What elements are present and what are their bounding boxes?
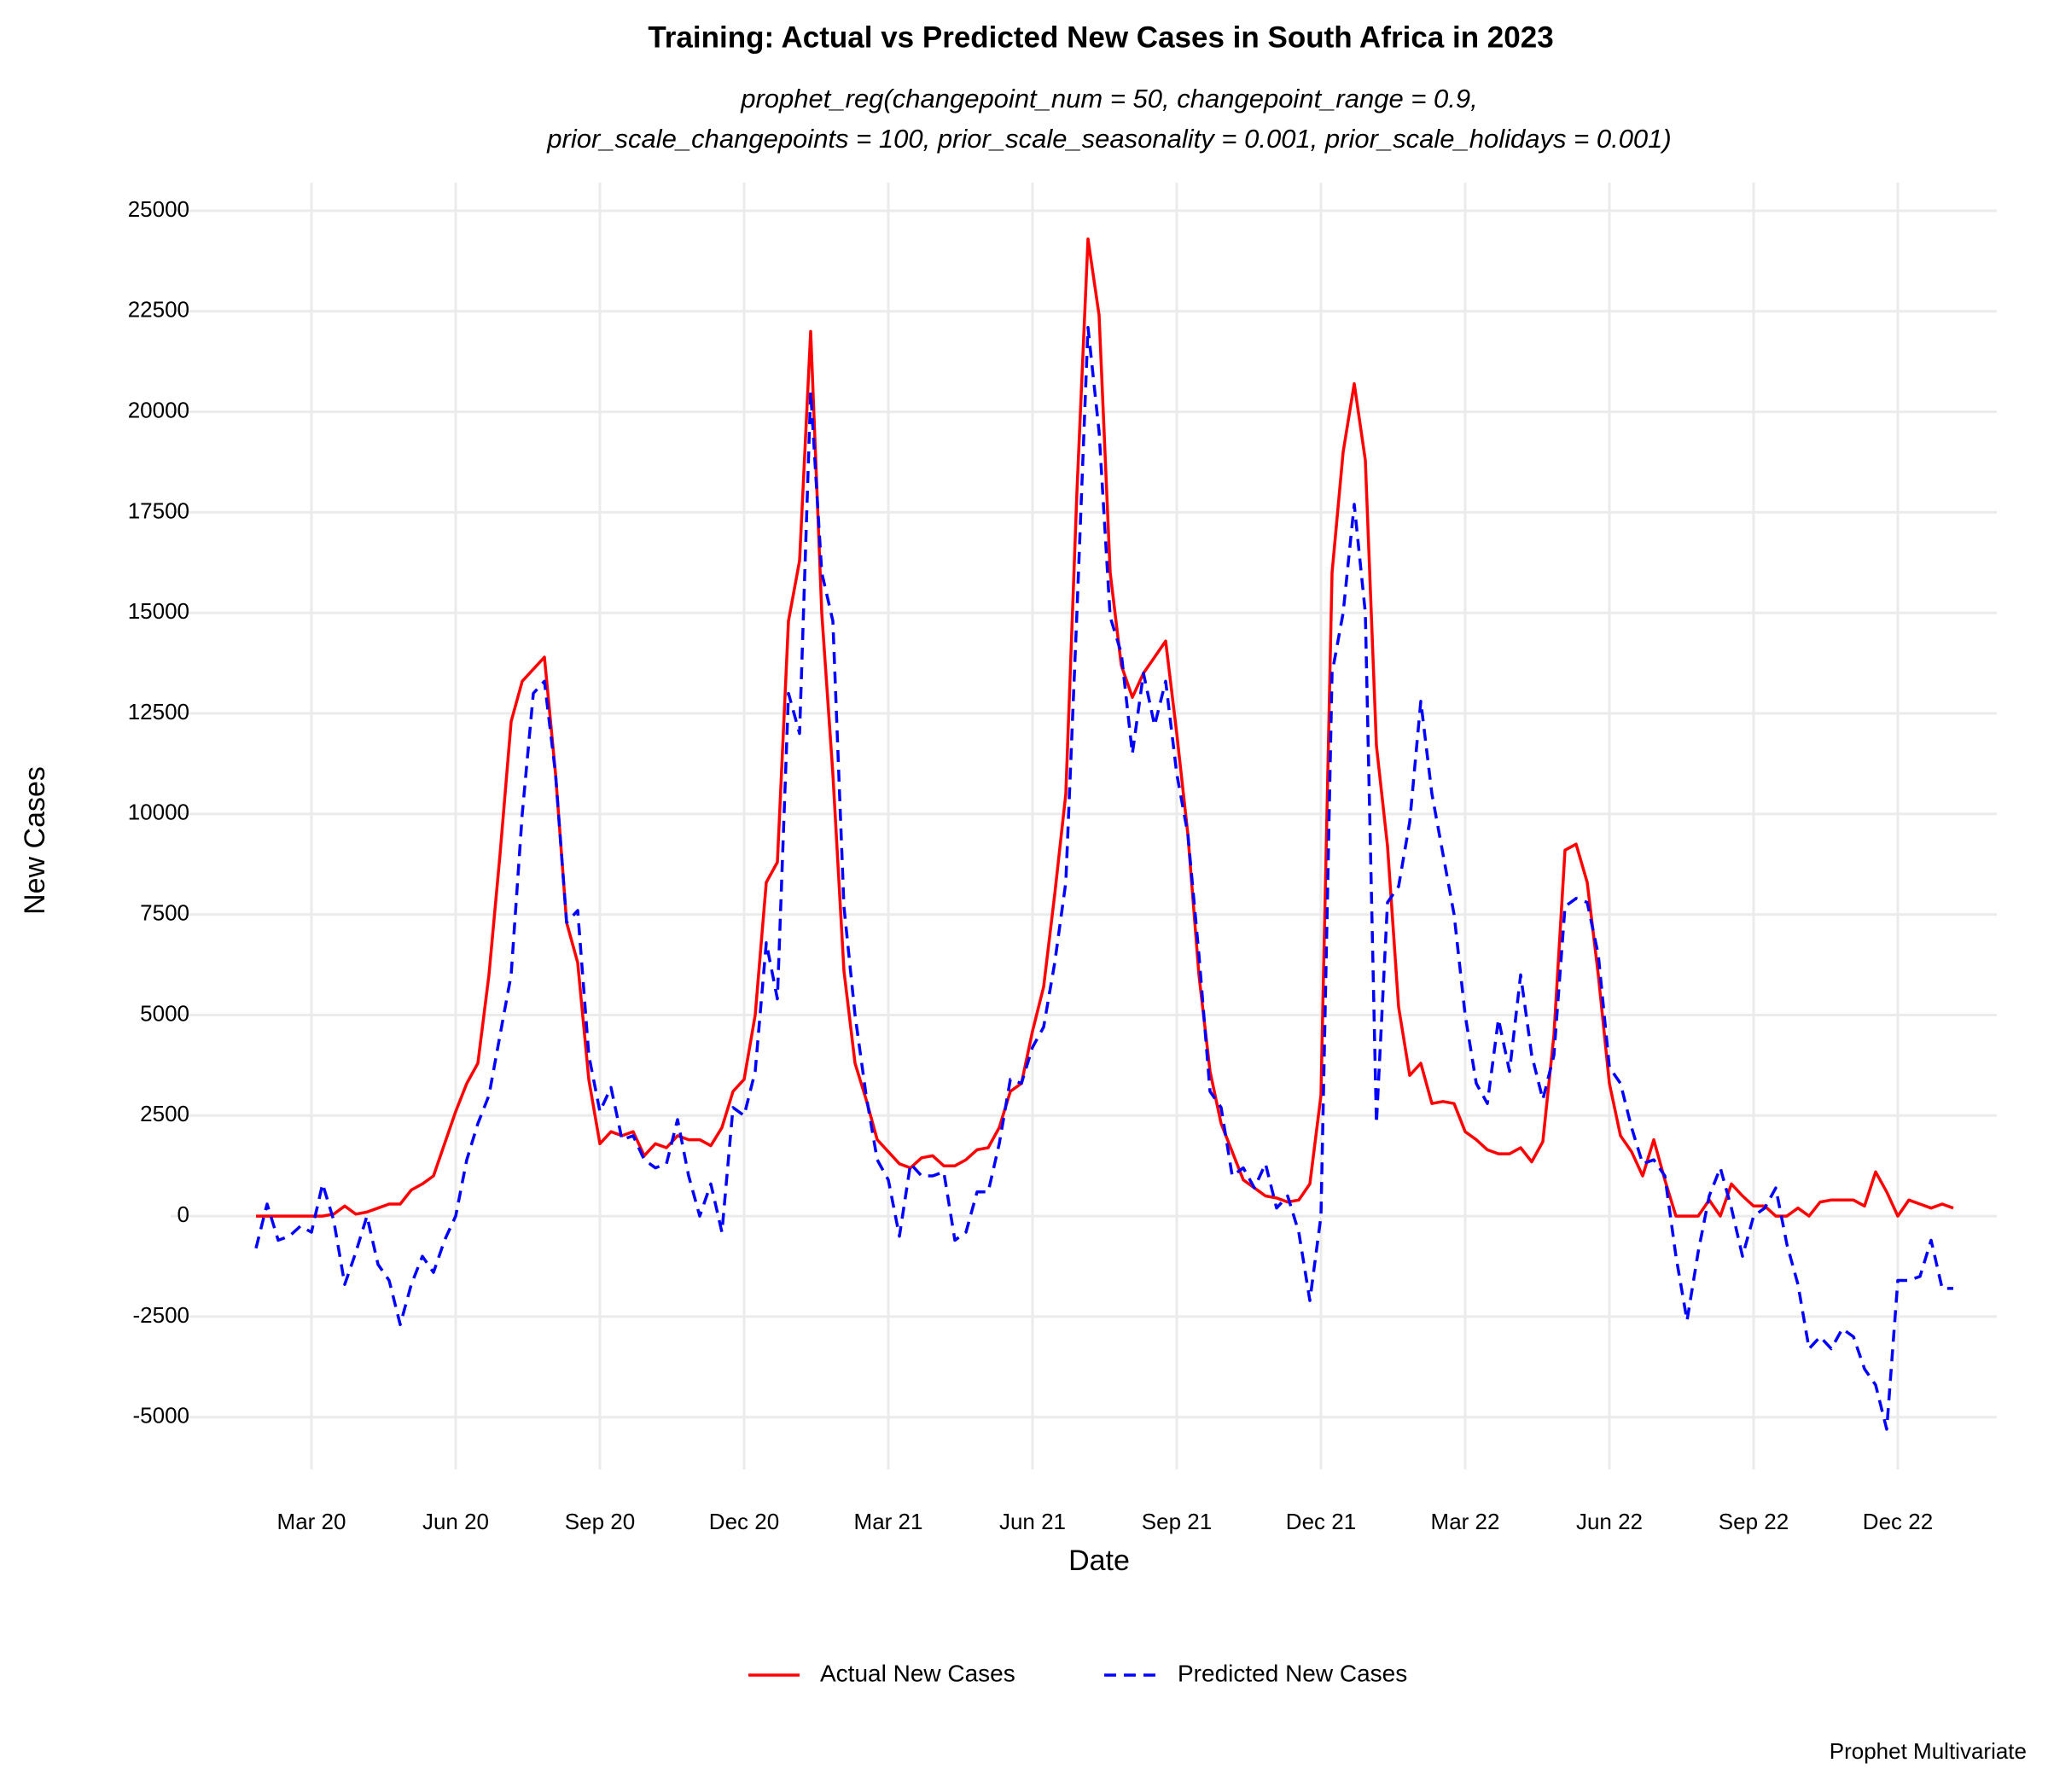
y-tick-label: 7500 bbox=[140, 900, 189, 926]
x-tick-label: Sep 20 bbox=[565, 1509, 635, 1534]
y-tick-label: -2500 bbox=[133, 1302, 190, 1328]
chart-subtitle: prior_scale_changepoints = 100, prior_sc… bbox=[546, 124, 1672, 154]
x-tick-label: Dec 20 bbox=[709, 1509, 779, 1534]
y-tick-label: 5000 bbox=[140, 1000, 189, 1026]
y-tick-label: 10000 bbox=[128, 800, 189, 825]
x-tick-label: Sep 21 bbox=[1142, 1509, 1212, 1534]
y-tick-label: -5000 bbox=[133, 1403, 190, 1428]
y-tick-label: 17500 bbox=[128, 497, 189, 523]
caption: Prophet Multivariate bbox=[1830, 1738, 2027, 1764]
legend-label: Actual New Cases bbox=[820, 1660, 1015, 1686]
x-tick-label: Mar 22 bbox=[1431, 1509, 1500, 1534]
line-series bbox=[254, 325, 1953, 1431]
y-tick-label: 20000 bbox=[128, 397, 189, 422]
x-tick-label: Sep 22 bbox=[1719, 1509, 1789, 1534]
y-tick-label: 15000 bbox=[128, 598, 189, 624]
y-tick-label: 0 bbox=[177, 1201, 189, 1227]
x-tick-label: Dec 21 bbox=[1286, 1509, 1356, 1534]
x-tick-label: Jun 21 bbox=[999, 1509, 1066, 1534]
line-series bbox=[256, 237, 1954, 1218]
y-tick-label: 22500 bbox=[128, 297, 189, 323]
x-tick-label: Mar 20 bbox=[277, 1509, 346, 1534]
chart-subtitle: prophet_reg(changepoint_num = 50, change… bbox=[740, 84, 1478, 113]
y-tick-label: 2500 bbox=[140, 1101, 189, 1126]
x-tick-label: Jun 20 bbox=[422, 1509, 489, 1534]
x-tick-label: Dec 22 bbox=[1863, 1509, 1933, 1534]
y-tick-label: 25000 bbox=[128, 196, 189, 222]
x-tick-label: Mar 21 bbox=[854, 1509, 923, 1534]
y-tick-label: 12500 bbox=[128, 699, 189, 724]
y-axis-label: New Cases bbox=[19, 766, 51, 915]
x-axis-label: Date bbox=[1068, 1545, 1130, 1577]
legend-label: Predicted New Cases bbox=[1178, 1660, 1407, 1686]
chart-title: Training: Actual vs Predicted New Cases … bbox=[648, 20, 1553, 54]
x-tick-label: Jun 22 bbox=[1576, 1509, 1643, 1534]
